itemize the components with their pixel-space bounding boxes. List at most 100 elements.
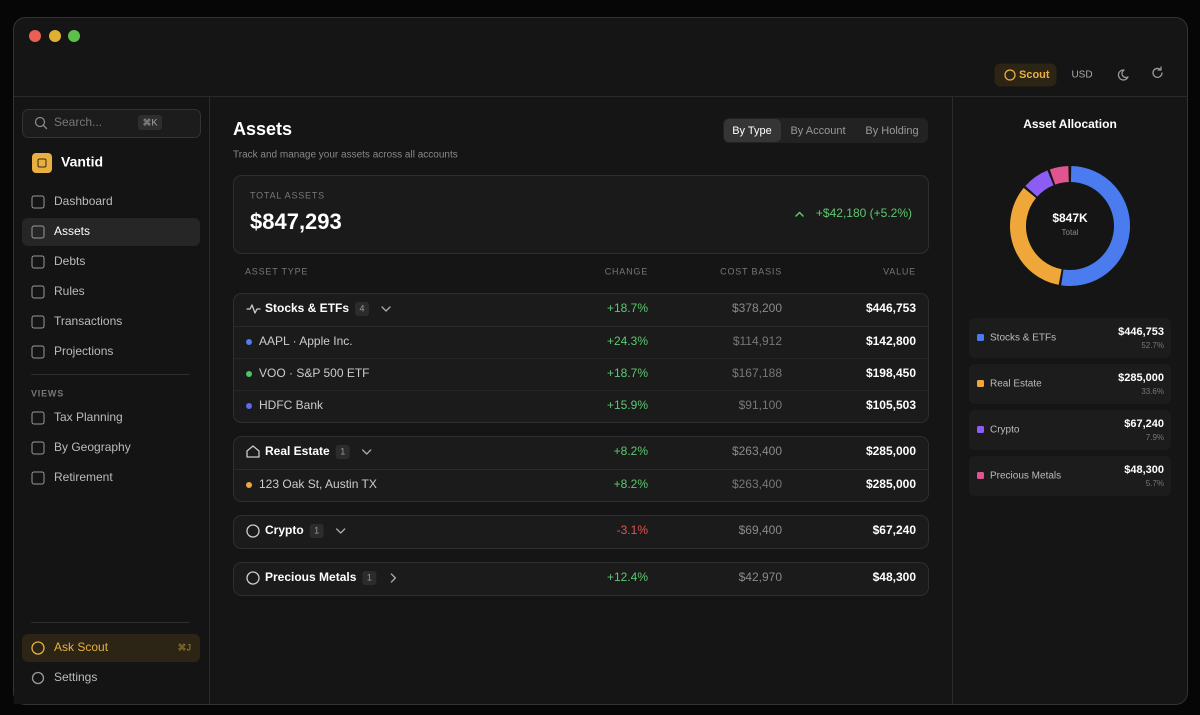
allocation-value: $67,240 bbox=[1124, 418, 1164, 430]
column-header: VALUE bbox=[883, 266, 916, 276]
holding-value: $198,450 bbox=[866, 366, 916, 380]
holding-dot bbox=[246, 339, 252, 345]
view-tab[interactable]: By Type bbox=[732, 125, 772, 137]
holding-cost-basis: $114,912 bbox=[733, 334, 782, 348]
nav-item[interactable]: Assets bbox=[54, 224, 90, 238]
group-count: 1 bbox=[314, 525, 319, 535]
nav-item[interactable]: Transactions bbox=[54, 314, 122, 328]
scout-button[interactable] bbox=[994, 63, 1057, 87]
nav-icon bbox=[31, 285, 45, 299]
holding-name: AAPL · Apple Inc. bbox=[259, 334, 353, 348]
expand-chevron bbox=[381, 306, 391, 312]
search-box[interactable] bbox=[22, 109, 201, 138]
holding-value: $105,503 bbox=[866, 398, 916, 412]
donut-center-label: Total bbox=[1062, 228, 1079, 237]
donut-segment bbox=[1025, 170, 1054, 197]
view-item[interactable]: By Geography bbox=[54, 440, 131, 454]
view-item[interactable]: Retirement bbox=[54, 470, 113, 484]
close-button[interactable] bbox=[29, 30, 41, 42]
settings-icon bbox=[31, 671, 45, 685]
holding-value: $142,800 bbox=[866, 334, 916, 348]
asset-group bbox=[233, 515, 929, 549]
group-cost-basis: $42,970 bbox=[739, 570, 783, 584]
view-item[interactable]: Tax Planning bbox=[54, 410, 123, 424]
allocation-value: $285,000 bbox=[1118, 372, 1164, 384]
theme-toggle bbox=[1117, 69, 1129, 81]
group-count: 4 bbox=[360, 303, 365, 313]
column-header: COST BASIS bbox=[720, 266, 782, 276]
sidebar bbox=[14, 97, 209, 704]
legend-swatch bbox=[977, 380, 984, 387]
page-subtitle: Track and manage your assets across all … bbox=[233, 150, 458, 161]
ask-scout-shortcut: ⌘J bbox=[178, 642, 192, 652]
group-change: +12.4% bbox=[607, 570, 648, 584]
count-badge bbox=[355, 302, 370, 316]
holding-value: $285,000 bbox=[866, 477, 916, 491]
allocation-name: Stocks & ETFs bbox=[990, 333, 1056, 344]
group-value: $446,753 bbox=[866, 301, 916, 315]
count-badge bbox=[335, 445, 350, 459]
count-badge bbox=[309, 524, 324, 538]
group-name[interactable]: Crypto bbox=[265, 523, 304, 537]
expand-chevron bbox=[336, 528, 346, 534]
allocation-item bbox=[969, 364, 1171, 404]
brand-name: Vantid bbox=[61, 154, 103, 170]
ask-scout-label[interactable]: Ask Scout bbox=[54, 640, 109, 654]
currency-toggle[interactable]: USD bbox=[1071, 70, 1092, 81]
group-icon bbox=[246, 571, 260, 585]
nav-icon bbox=[31, 255, 45, 269]
settings-item[interactable]: Settings bbox=[54, 670, 97, 684]
group-name[interactable]: Precious Metals bbox=[265, 570, 357, 584]
total-change: +$42,180 (+5.2%) bbox=[816, 206, 912, 220]
search-icon-handle bbox=[42, 124, 48, 130]
nav-item[interactable]: Dashboard bbox=[54, 194, 113, 208]
shortcut-badge bbox=[138, 115, 162, 130]
holding-cost-basis: $91,100 bbox=[739, 398, 783, 412]
holding-cost-basis: $167,188 bbox=[732, 366, 782, 380]
allocation-name: Crypto bbox=[990, 425, 1020, 436]
group-icon bbox=[246, 304, 261, 314]
group-cost-basis: $378,200 bbox=[732, 301, 782, 315]
ask-scout-bg[interactable] bbox=[22, 634, 200, 662]
group-name[interactable]: Stocks & ETFs bbox=[265, 301, 349, 315]
nav-item[interactable]: Projections bbox=[54, 344, 113, 358]
allocation-item bbox=[969, 318, 1171, 358]
allocation-name: Precious Metals bbox=[990, 471, 1061, 482]
view-tab[interactable]: By Account bbox=[790, 125, 845, 137]
group-change: +18.7% bbox=[607, 301, 648, 315]
view-tab[interactable]: By Holding bbox=[865, 125, 918, 137]
nav-icon bbox=[31, 315, 45, 329]
donut-segment bbox=[1010, 187, 1063, 285]
group-change: -3.1% bbox=[617, 523, 649, 537]
search-shortcut: ⌘K bbox=[142, 117, 157, 127]
zoom-button[interactable] bbox=[68, 30, 80, 42]
group-count: 1 bbox=[340, 446, 345, 456]
allocation-share: 33.6% bbox=[1141, 387, 1164, 396]
search-placeholder: Search... bbox=[54, 115, 102, 129]
summary-card bbox=[233, 175, 929, 254]
group-name[interactable]: Real Estate bbox=[265, 444, 330, 458]
nav-icon bbox=[31, 441, 45, 455]
holding-cost-basis: $263,400 bbox=[732, 477, 782, 491]
group-icon bbox=[246, 524, 260, 538]
holding-change: +24.3% bbox=[607, 334, 648, 348]
page-title: Assets bbox=[233, 119, 292, 139]
tab-active-bg bbox=[724, 119, 781, 142]
group-value: $48,300 bbox=[873, 570, 917, 584]
group-value: $285,000 bbox=[866, 444, 916, 458]
holding-name: 123 Oak St, Austin TX bbox=[259, 477, 377, 491]
expand-chevron bbox=[390, 573, 397, 583]
minimize-button[interactable] bbox=[49, 30, 61, 42]
total-assets: $847,293 bbox=[250, 209, 342, 234]
nav-item[interactable]: Rules bbox=[54, 284, 85, 298]
allocation-value: $48,300 bbox=[1124, 464, 1164, 476]
refresh-button bbox=[1152, 66, 1163, 78]
holding-change: +15.9% bbox=[607, 398, 648, 412]
nav-item[interactable]: Debts bbox=[54, 254, 85, 268]
scout-label[interactable]: Scout bbox=[1019, 69, 1050, 81]
nav-active-bg bbox=[22, 218, 200, 246]
legend-swatch bbox=[977, 472, 984, 479]
nav-icon bbox=[31, 195, 45, 209]
allocation-item bbox=[969, 456, 1171, 496]
asset-group bbox=[233, 562, 929, 596]
